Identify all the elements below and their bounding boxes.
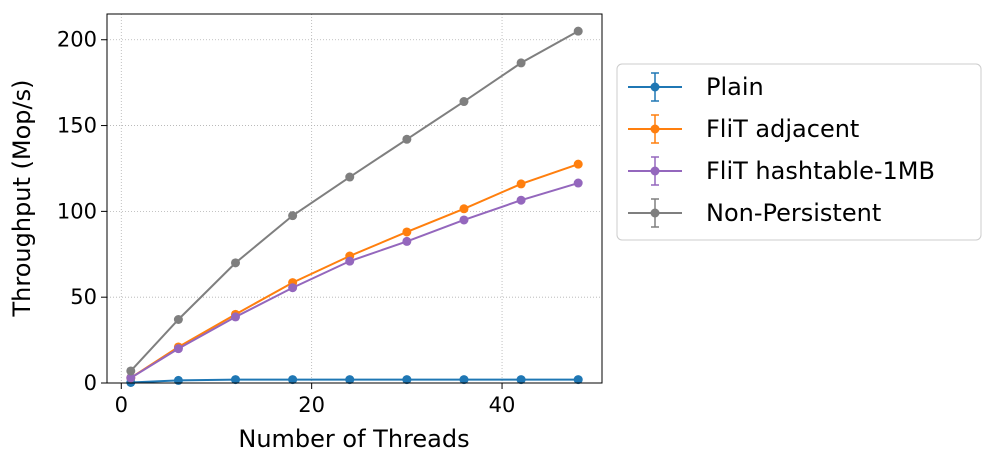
series-line-flit-hashtable-1mb <box>130 182 579 379</box>
legend-marker <box>650 208 660 218</box>
y-tick-label: 200 <box>57 28 97 52</box>
x-axis-title: Number of Threads <box>238 425 469 453</box>
y-axis-title: Throughput (Mop/s) <box>8 80 36 318</box>
data-point-flit-adjacent <box>402 227 412 237</box>
data-point-non-persistent <box>173 314 183 324</box>
data-point-plain <box>345 375 355 385</box>
data-point-non-persistent <box>402 134 412 144</box>
data-point-flit-hashtable-1mb <box>573 178 583 188</box>
series-non-persistent <box>126 26 583 376</box>
data-point-non-persistent <box>126 366 136 376</box>
y-tick-label: 50 <box>70 285 97 309</box>
data-point-flit-adjacent <box>459 204 469 214</box>
legend: Plain FliT adjacent FliT hashtable-1MB Non-… <box>616 63 982 241</box>
legend-marker <box>650 82 660 92</box>
legend-label: Non-Persistent <box>706 199 881 227</box>
data-point-flit-hashtable-1mb <box>231 312 241 322</box>
series-flit-adjacent <box>126 159 583 383</box>
x-axis-ticks: 0 20 40 <box>115 383 516 417</box>
legend-label: FliT hashtable-1MB <box>706 157 935 185</box>
data-point-plain <box>516 375 526 385</box>
series-line-flit-adjacent <box>130 163 579 379</box>
data-point-flit-adjacent <box>573 159 583 169</box>
data-point-non-persistent <box>288 211 298 221</box>
data-point-flit-hashtable-1mb <box>126 373 136 383</box>
series-plain <box>126 375 583 387</box>
data-point-non-persistent <box>231 258 241 268</box>
y-tick-label: 100 <box>57 199 97 223</box>
data-point-plain <box>173 375 183 385</box>
data-point-plain <box>231 375 241 385</box>
data-point-flit-hashtable-1mb <box>345 256 355 266</box>
series-flit-hashtable-1mb <box>126 178 583 383</box>
data-point-non-persistent <box>459 97 469 107</box>
data-point-flit-hashtable-1mb <box>288 283 298 293</box>
legend-label: FliT adjacent <box>706 115 859 143</box>
legend-marker <box>650 124 660 134</box>
data-point-flit-adjacent <box>516 179 526 189</box>
data-point-flit-hashtable-1mb <box>173 344 183 354</box>
legend-entry-plain: Plain <box>628 72 764 102</box>
y-axis-ticks: 0 50 100 150 200 <box>57 28 107 395</box>
data-point-plain <box>288 375 298 385</box>
data-point-plain <box>459 375 469 385</box>
plot-frame <box>106 13 603 384</box>
legend-box <box>616 63 982 241</box>
y-tick-label: 150 <box>57 114 97 138</box>
data-point-non-persistent <box>573 26 583 36</box>
data-point-flit-hashtable-1mb <box>459 215 469 225</box>
data-point-plain <box>402 375 412 385</box>
legend-entry-flit-hashtable-1mb: FliT hashtable-1MB <box>628 156 935 186</box>
series-layer <box>126 26 583 387</box>
data-point-plain <box>573 375 583 385</box>
series-line-plain <box>130 378 579 384</box>
data-point-non-persistent <box>345 172 355 182</box>
legend-marker <box>650 166 660 176</box>
data-point-flit-hashtable-1mb <box>516 195 526 205</box>
x-tick-label: 20 <box>298 393 325 417</box>
legend-label: Plain <box>706 73 764 101</box>
legend-entry-flit-adjacent: FliT adjacent <box>628 114 859 144</box>
x-tick-label: 40 <box>489 393 516 417</box>
y-tick-label: 0 <box>84 371 97 395</box>
series-line-non-persistent <box>130 30 579 372</box>
legend-entry-non-persistent: Non-Persistent <box>628 198 881 228</box>
data-point-non-persistent <box>516 58 526 68</box>
data-point-flit-hashtable-1mb <box>402 236 412 246</box>
x-tick-label: 0 <box>115 393 128 417</box>
